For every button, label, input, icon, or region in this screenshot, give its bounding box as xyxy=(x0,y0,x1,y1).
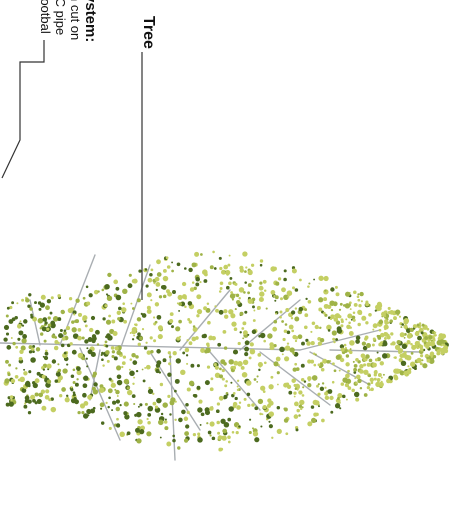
tree-branches xyxy=(0,254,421,461)
system-note-line-2: /C pipe xyxy=(53,0,68,36)
system-note-line-1: n cut on xyxy=(68,0,83,41)
system-title: ystem: xyxy=(82,0,99,43)
tree-foliage xyxy=(3,250,449,452)
rootball-leader-line xyxy=(1,40,45,179)
tree-label: Tree xyxy=(140,16,157,49)
system-note-line-3: rootbal xyxy=(38,0,53,34)
